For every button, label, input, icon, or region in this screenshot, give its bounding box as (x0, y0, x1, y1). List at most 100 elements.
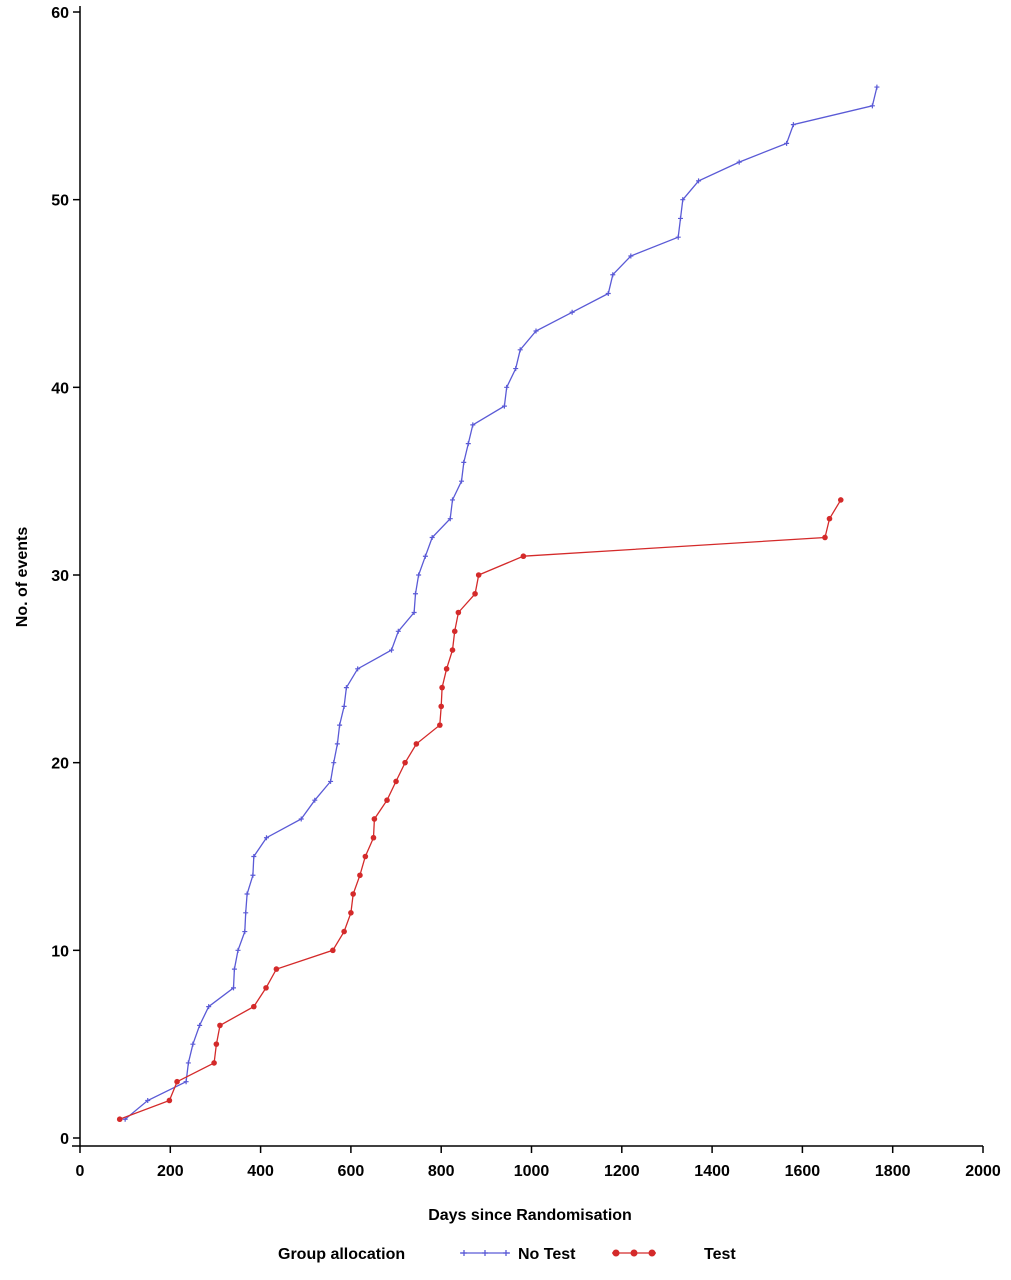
data-point (213, 1041, 220, 1047)
data-point (393, 778, 399, 785)
x-tick-label: 2000 (965, 1163, 1001, 1180)
data-point (337, 722, 343, 728)
data-point (211, 1060, 217, 1066)
x-tick-label: 1200 (604, 1163, 640, 1180)
x-axis-label: Days since Randomisation (428, 1207, 632, 1224)
data-point (569, 309, 575, 315)
data-point (263, 835, 269, 841)
data-point (330, 947, 336, 954)
y-axis-label: No. of events (14, 527, 31, 628)
data-point (443, 666, 450, 672)
data-point (231, 985, 237, 991)
series-layer (116, 84, 880, 1123)
data-point (341, 928, 347, 935)
series-line (124, 86, 878, 1120)
data-point (869, 103, 875, 109)
data-point (183, 1079, 189, 1085)
legend-title: Group allocation (278, 1246, 405, 1263)
data-point (416, 572, 422, 578)
data-point (504, 384, 510, 390)
data-point (231, 966, 237, 972)
data-point (217, 1022, 223, 1029)
data-point (190, 1041, 196, 1047)
data-point (328, 778, 334, 784)
legend-swatch-marker (503, 1250, 509, 1256)
data-point (461, 459, 467, 465)
data-point (438, 703, 445, 710)
data-point (402, 759, 408, 766)
data-point (451, 628, 458, 635)
data-point (677, 215, 683, 221)
legend-swatch-marker (648, 1249, 656, 1257)
y-tick-label: 0 (60, 1131, 69, 1148)
data-point (628, 253, 634, 259)
data-point (145, 1097, 151, 1103)
data-point (874, 84, 880, 90)
y-tick-label: 60 (51, 5, 69, 22)
data-point (513, 366, 519, 372)
data-point (357, 872, 363, 879)
data-point (250, 872, 256, 878)
data-point (185, 1060, 191, 1066)
data-point (475, 572, 482, 578)
legend: Group allocation No Test Test (278, 1246, 736, 1263)
data-point (343, 685, 349, 691)
data-point (174, 1078, 180, 1085)
data-point (371, 816, 378, 822)
data-point (355, 666, 361, 672)
legend-swatch-marker (612, 1249, 620, 1257)
data-point (350, 891, 356, 897)
legend-item-test: Test (612, 1246, 736, 1263)
x-tick-label: 400 (247, 1163, 274, 1180)
data-point (605, 291, 611, 296)
data-point (413, 741, 420, 747)
data-point (680, 197, 686, 203)
data-point (447, 516, 453, 522)
data-point (244, 891, 250, 897)
data-point (501, 403, 507, 409)
legend-item-no-test: No Test (460, 1246, 576, 1263)
legend-label: Test (704, 1246, 736, 1263)
data-point (449, 497, 455, 503)
data-point (696, 178, 702, 184)
data-point (389, 647, 395, 653)
y-tick-label: 10 (51, 943, 69, 960)
x-tick-label: 1800 (875, 1163, 911, 1180)
legend-swatch-marker (482, 1250, 488, 1256)
data-point (465, 441, 471, 447)
data-point (736, 159, 742, 165)
data-point (437, 722, 443, 728)
x-tick-label: 1000 (514, 1163, 550, 1180)
data-point (243, 910, 249, 916)
x-tick-label: 1400 (694, 1163, 730, 1180)
data-point (251, 1003, 257, 1010)
data-point (455, 609, 462, 616)
data-point (826, 515, 833, 522)
legend-label: No Test (518, 1246, 576, 1263)
data-point (166, 1097, 173, 1104)
data-point (370, 834, 377, 841)
data-point (429, 534, 435, 540)
data-point (235, 947, 241, 953)
x-axis: 0 200 400 600 800 1000 1200 1400 1600 1800 2000 (72, 1145, 1001, 1180)
data-point (784, 140, 790, 146)
data-point (341, 703, 347, 709)
data-point (362, 853, 369, 860)
data-point (439, 684, 445, 691)
legend-swatch-marker (461, 1250, 467, 1256)
data-point (334, 741, 340, 747)
data-point (517, 347, 523, 353)
data-point (116, 1116, 123, 1123)
data-point (348, 910, 354, 916)
data-point (331, 760, 337, 766)
data-point (395, 628, 401, 634)
data-point (470, 422, 476, 428)
data-point (610, 272, 616, 278)
x-tick-label: 1600 (785, 1163, 821, 1180)
y-tick-label: 30 (51, 568, 69, 585)
x-tick-label: 200 (157, 1163, 184, 1180)
series-test (116, 497, 844, 1123)
data-point (472, 590, 478, 597)
y-tick-label: 20 (51, 756, 69, 773)
data-point (312, 797, 318, 803)
